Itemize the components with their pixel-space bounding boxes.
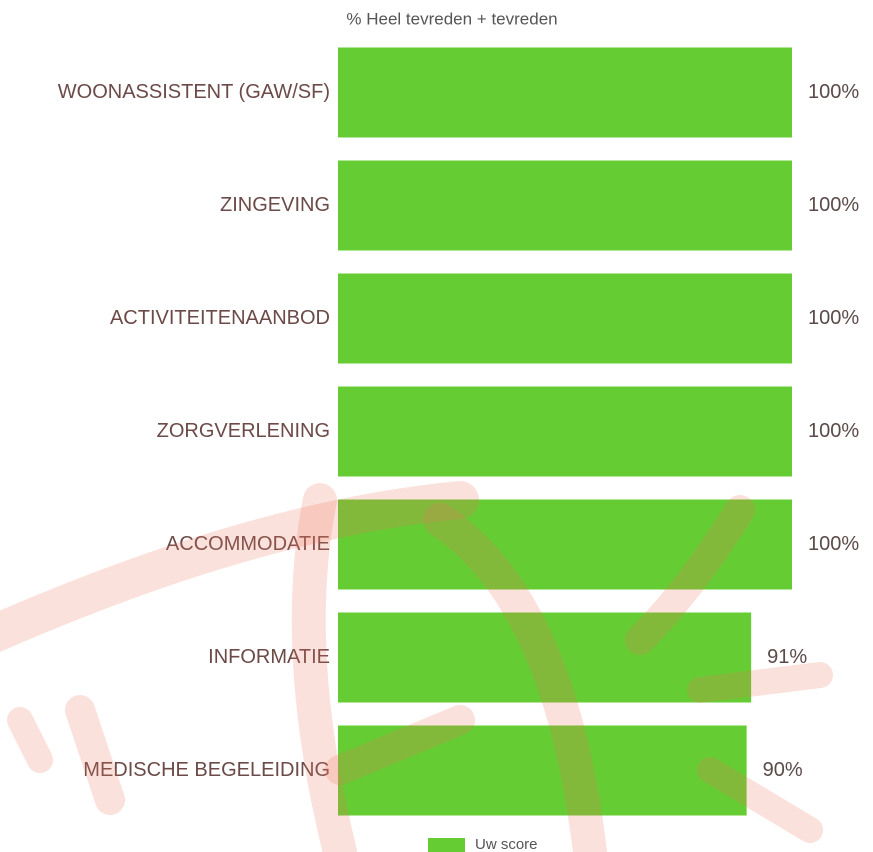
value-label: 100%: [808, 420, 859, 442]
category-label: ZINGEVING: [220, 194, 330, 216]
value-label: 91%: [767, 646, 807, 668]
chart-title: % Heel tevreden + tevreden: [346, 9, 557, 28]
category-label: ACTIVITEITENAANBOD: [110, 307, 330, 329]
bar: [338, 499, 792, 590]
value-label: 100%: [808, 194, 859, 216]
bar: [338, 160, 792, 251]
bar: [338, 386, 792, 477]
value-label: 100%: [808, 307, 859, 329]
category-label: MEDISCHE BEGELEIDING: [83, 759, 330, 781]
category-label: WOONASSISTENT (GAW/SF): [58, 81, 330, 103]
bar: [338, 273, 792, 364]
legend-label: Uw score: [475, 836, 538, 852]
watermark: [0, 481, 833, 852]
value-label: 100%: [808, 81, 859, 103]
category-label: ZORGVERLENING: [157, 420, 330, 442]
category-label: ACCOMMODATIE: [166, 533, 330, 555]
bar: [338, 47, 792, 138]
value-label: 90%: [763, 759, 803, 781]
bar: [338, 612, 752, 703]
value-label: 100%: [808, 533, 859, 555]
bar: [338, 725, 747, 816]
category-label: INFORMATIE: [208, 646, 330, 668]
legend-swatch: [428, 838, 465, 852]
